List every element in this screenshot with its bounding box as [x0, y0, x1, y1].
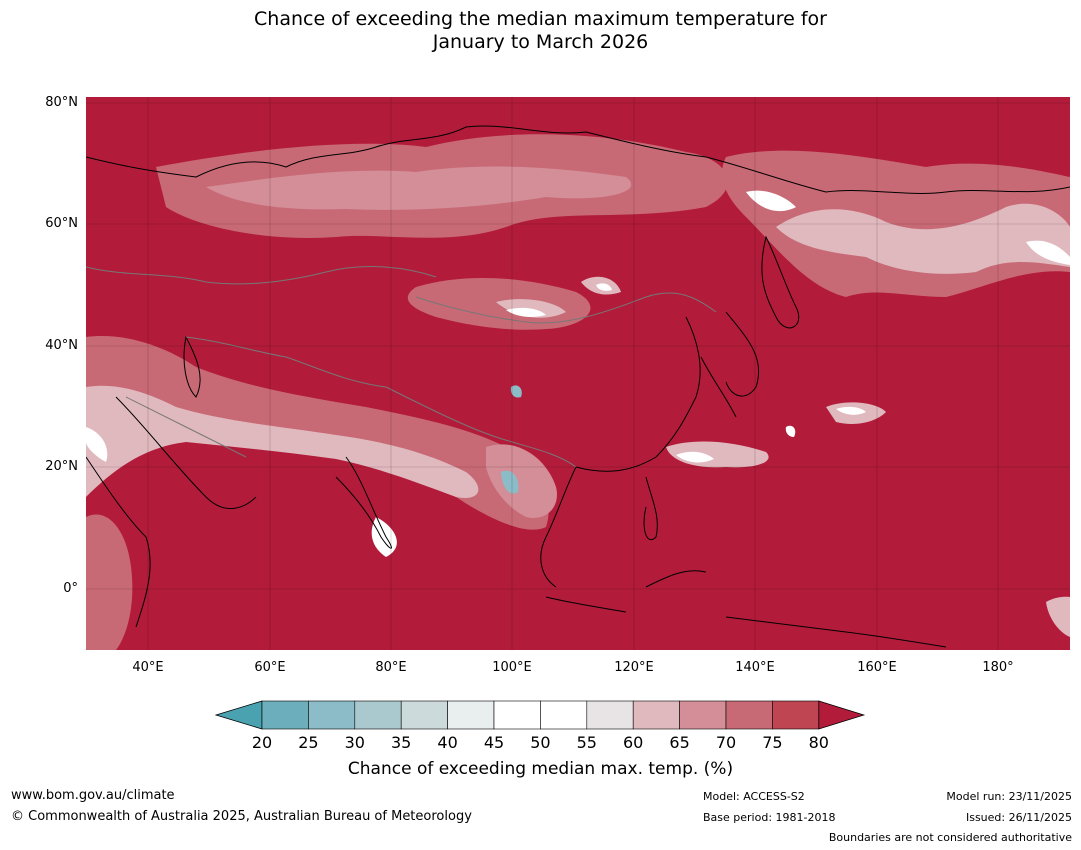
colorbar-segment — [772, 700, 820, 730]
contour-band-60-mongolia — [496, 276, 621, 318]
colorbar-tick-label: 80 — [808, 733, 829, 752]
border-middle-east — [125, 396, 247, 458]
footer-website: www.bom.gov.au/climate — [11, 788, 175, 803]
contour-band-60-himalaya — [86, 385, 479, 498]
colorbar-tick-label: 50 — [530, 733, 551, 752]
colorbar-extend-high — [818, 700, 866, 730]
lon-label-160e: 160°E — [857, 660, 897, 675]
coastline-kamchatka — [761, 235, 800, 329]
colorbar-segment — [586, 700, 634, 730]
lon-label-60e: 60°E — [254, 660, 286, 675]
colorbar-tick-label: 35 — [391, 733, 412, 752]
colorbar-tick-label: 70 — [715, 733, 737, 752]
colorbar-segment — [447, 700, 495, 730]
map-title: Chance of exceeding the median maximum t… — [0, 8, 1081, 54]
colorbar-segment — [308, 700, 356, 730]
colorbar-segment — [725, 700, 773, 730]
footer-base-period: Base period: 1981-2018 — [703, 811, 836, 824]
contour-band-40-seasia — [501, 385, 522, 494]
colorbar-graphic — [214, 700, 866, 730]
colorbar-label: Chance of exceeding median max. temp. (%… — [347, 759, 734, 779]
coastline-caspian — [183, 335, 201, 398]
lon-label-140e: 140°E — [735, 660, 775, 675]
contour-band-50-pacific-a — [676, 451, 714, 463]
lon-label-40e: 40°E — [132, 660, 164, 675]
coastline-arabia — [115, 396, 257, 510]
colorbar-segment — [261, 700, 309, 730]
colorbar — [214, 700, 867, 736]
outlook-map — [86, 97, 1070, 650]
colorbar-tick-label: 55 — [576, 733, 597, 752]
probability-contours — [86, 134, 1070, 650]
footer-disclaimer: Boundaries are not considered authoritat… — [828, 831, 1072, 844]
map-title-line1: Chance of exceeding the median maximum t… — [254, 8, 827, 30]
colorbar-tick-label: 45 — [483, 733, 505, 752]
contour-band-70-siberia — [206, 166, 632, 210]
footer-model-run: Model run: 23/11/2025 — [946, 790, 1072, 803]
colorbar-tick-label: 60 — [623, 733, 644, 752]
coastline-philippines — [643, 476, 658, 540]
graticule — [86, 97, 1070, 650]
border-russia-kazakhstan — [86, 266, 437, 285]
colorbar-extend-low — [214, 700, 263, 730]
contour-band-50-mongolia — [506, 283, 612, 318]
lat-label-20n: 20°N — [45, 459, 78, 474]
colorbar-segment — [354, 700, 402, 730]
lat-label-40n: 40°N — [45, 338, 78, 353]
colorbar-segment — [679, 700, 727, 730]
coastline-africa — [86, 456, 151, 628]
coastline-china — [575, 316, 701, 472]
border-china-south — [385, 386, 577, 468]
colorbar-segment — [400, 700, 448, 730]
colorbar-segment — [632, 700, 680, 730]
borders — [86, 266, 717, 468]
colorbar-tick-label: 65 — [669, 733, 690, 752]
colorbar-tick-label: 40 — [437, 733, 458, 752]
lat-label-60n: 60°N — [45, 216, 78, 231]
coastline-korea-japan — [700, 311, 760, 418]
colorbar-tick-label: 30 — [344, 733, 365, 752]
border-central-asia — [185, 336, 387, 388]
coastline-india — [335, 456, 392, 549]
contour-band-60-pacific-c — [1046, 596, 1070, 637]
map-canvas — [86, 97, 1070, 650]
lon-label-100e: 100°E — [492, 660, 532, 675]
colorbar-segment — [540, 700, 588, 730]
contour-band-50-fareast — [746, 190, 1070, 265]
colorbar-tick-label: 20 — [251, 733, 273, 752]
contour-band-65-fareast — [776, 203, 1070, 274]
contour-band-50-pacific-b — [785, 406, 866, 437]
lat-label-80n: 80°N — [45, 95, 78, 110]
colorbar-segment — [493, 700, 541, 730]
border-china-mongolia — [415, 292, 717, 324]
lat-label-0: 0° — [63, 581, 78, 596]
footer-copyright: © Commonwealth of Australia 2025, Austra… — [11, 809, 472, 824]
map-title-line2: January to March 2026 — [432, 31, 649, 53]
coastline-indochina — [540, 466, 577, 588]
coastline-arctic — [86, 125, 1070, 194]
footer-model: Model: ACCESS-S2 — [703, 790, 805, 803]
coastlines — [86, 125, 1070, 648]
colorbar-tick-label: 25 — [298, 733, 319, 752]
contour-band-65-seasia — [486, 444, 557, 518]
lon-label-80e: 80°E — [375, 660, 407, 675]
lon-label-120e: 120°E — [614, 660, 654, 675]
lon-label-180: 180° — [982, 660, 1014, 675]
contour-band-70-africa — [86, 514, 133, 650]
colorbar-tick-label: 75 — [762, 733, 783, 752]
footer-issued: Issued: 26/11/2025 — [965, 811, 1072, 824]
coastline-maritime-se-asia — [545, 570, 947, 648]
